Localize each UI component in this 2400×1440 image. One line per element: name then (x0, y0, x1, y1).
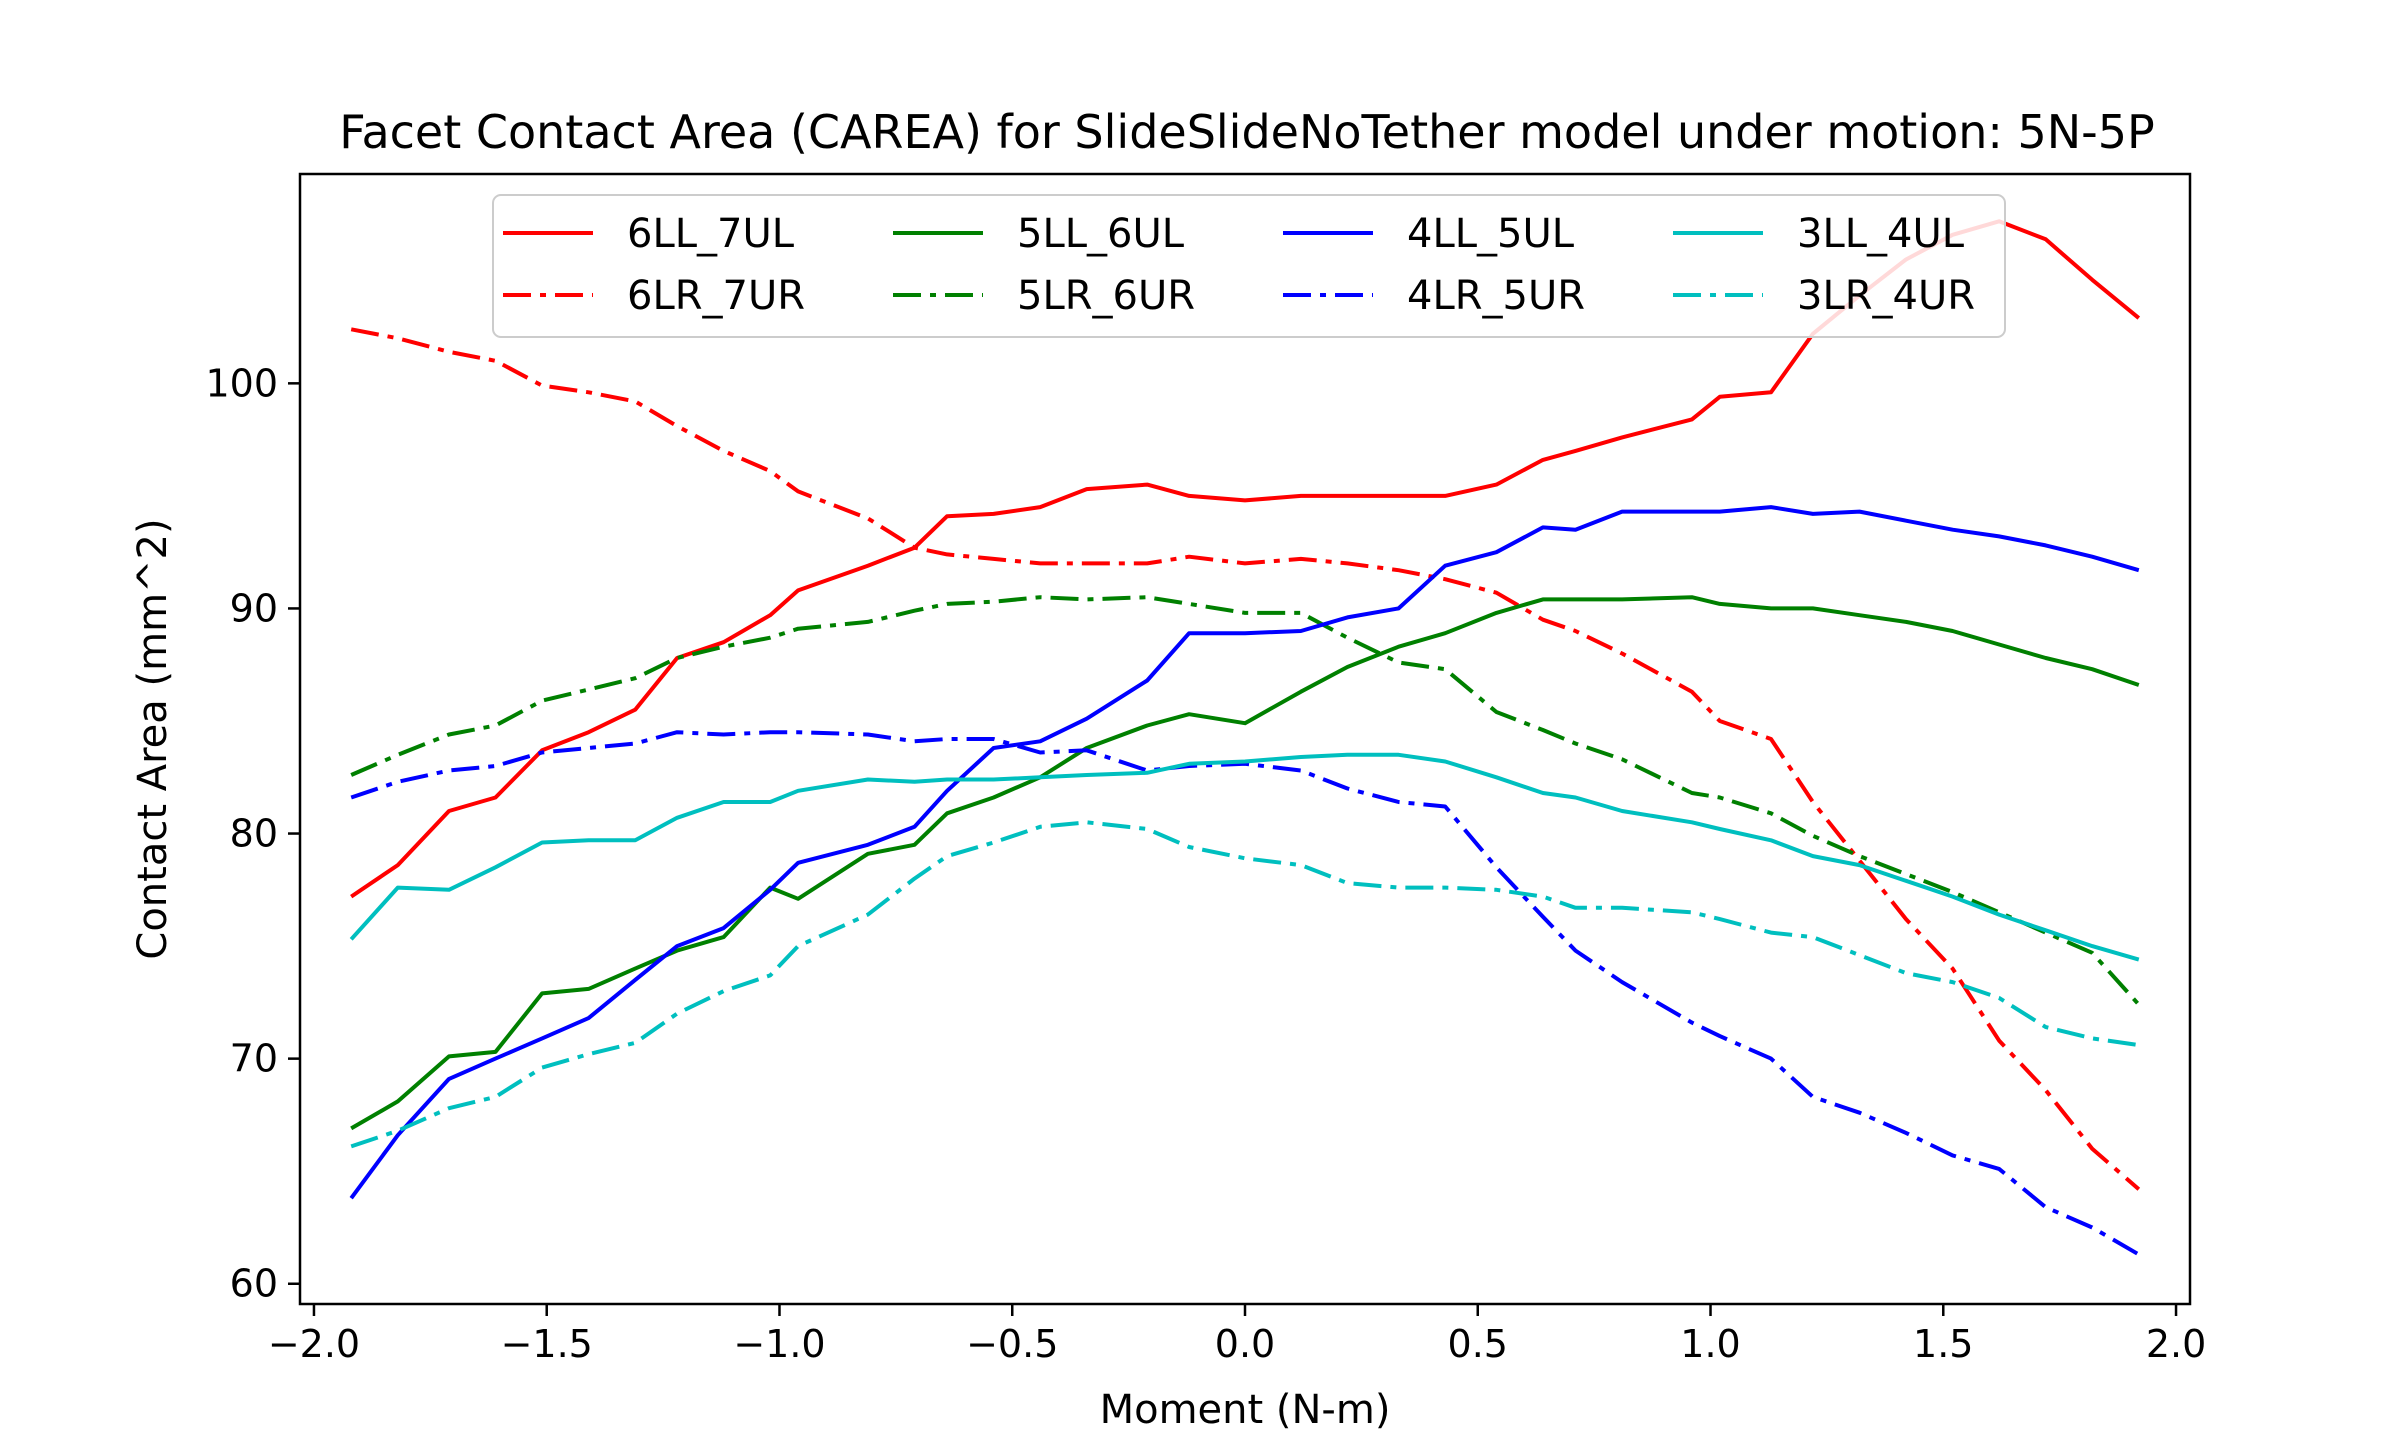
x-axis: −2.0 −1.5 −1.0 −0.5 0.0 0.5 1.0 1.5 2.0 (268, 1304, 2206, 1366)
x-tick-label: −1.5 (501, 1322, 593, 1366)
legend: 6LL_7UL 6LR_7UR 5LL_6UL 5LR_6UR 4LL_5UL 4LR_5… (492, 194, 2006, 338)
series-line-4ll-5ul (349, 505, 2140, 1200)
legend-label: 3LR_4UR (1797, 273, 1975, 319)
y-tick-label: 70 (230, 1037, 278, 1081)
x-tick-label: 1.0 (1680, 1322, 1740, 1366)
y-axis-label: Contact Area (mm^2) (130, 518, 176, 959)
legend-label: 6LR_7UR (627, 273, 805, 319)
legend-label: 5LL_6UL (1017, 211, 1185, 257)
y-tick-label: 60 (230, 1262, 278, 1306)
series-line-3lr-4ur (350, 820, 2140, 1149)
y-tick-label: 80 (230, 812, 278, 856)
x-tick-label: −1.0 (733, 1322, 825, 1366)
series-line-6lr-7ur (350, 327, 2141, 1191)
x-tick-label: 0.5 (1448, 1322, 1508, 1366)
x-tick-label: −2.0 (268, 1322, 360, 1366)
x-tick-label: 2.0 (2146, 1322, 2206, 1366)
x-tick-label: 1.5 (1913, 1322, 1973, 1366)
legend-frame (492, 194, 2006, 338)
y-tick-label: 100 (205, 361, 278, 405)
legend-label: 3LL_4UL (1797, 211, 1965, 257)
legend-label: 5LR_6UR (1017, 273, 1195, 319)
legend-items: 6LL_7UL 6LR_7UR 5LL_6UL 5LR_6UR 4LL_5UL 4LR_5… (503, 211, 1975, 319)
x-tick-label: −0.5 (966, 1322, 1058, 1366)
chart-title: Facet Contact Area (CAREA) for SlideSlid… (339, 105, 2155, 159)
series-line-5lr-6ur (350, 595, 2141, 1006)
x-tick-label: 0.0 (1215, 1322, 1275, 1366)
series-layer (349, 219, 2141, 1257)
series-line-3ll-4ul (349, 752, 2140, 962)
x-axis-label: Moment (N-m) (1100, 1387, 1391, 1433)
legend-label: 4LR_5UR (1407, 273, 1585, 319)
y-axis: 60 70 80 90 100 (205, 361, 300, 1306)
legend-label: 4LL_5UL (1407, 211, 1575, 257)
series-line-5ll-6ul (350, 595, 2140, 1131)
series-line-4lr-5ur (350, 730, 2140, 1257)
y-tick-label: 90 (230, 586, 278, 630)
legend-label: 6LL_7UL (627, 211, 795, 257)
